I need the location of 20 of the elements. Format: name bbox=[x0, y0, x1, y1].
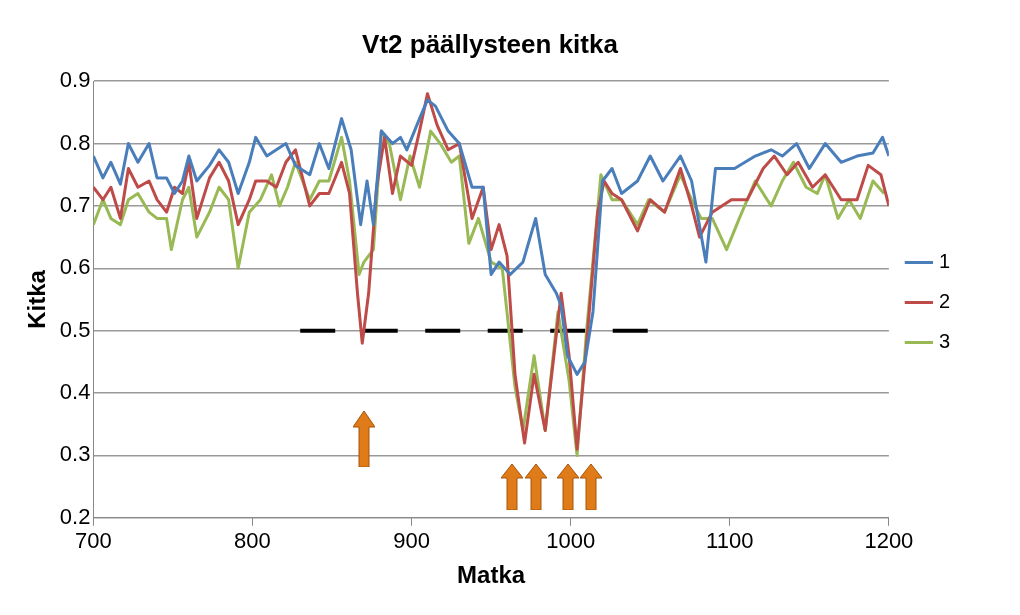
legend-label: 3 bbox=[938, 330, 950, 353]
x-tick-label: 800 bbox=[234, 528, 271, 554]
legend-label: 2 bbox=[938, 290, 950, 313]
y-axis-title: Kitka bbox=[23, 269, 51, 329]
x-tick-label: 1100 bbox=[706, 528, 754, 554]
y-tick-label: 0.4 bbox=[59, 379, 91, 405]
x-axis-title: Matka bbox=[457, 561, 526, 589]
x-tick-label: 1200 bbox=[864, 528, 914, 554]
y-tick-label: 0.7 bbox=[59, 192, 91, 218]
chart-title: Vt2 päällysteen kitka bbox=[362, 28, 619, 59]
x-tick-label: 1000 bbox=[546, 528, 596, 554]
x-tick-label: 900 bbox=[393, 528, 430, 554]
y-tick-label: 0.3 bbox=[59, 441, 91, 467]
y-tick-label: 0.9 bbox=[59, 67, 91, 93]
y-tick-label: 0.8 bbox=[59, 129, 91, 155]
y-tick-label: 0.5 bbox=[59, 316, 91, 342]
y-tick-label: 0.6 bbox=[59, 254, 91, 280]
y-tick-label: 0.2 bbox=[59, 503, 91, 529]
x-tick-label: 700 bbox=[75, 528, 112, 554]
legend-label: 1 bbox=[938, 250, 950, 273]
